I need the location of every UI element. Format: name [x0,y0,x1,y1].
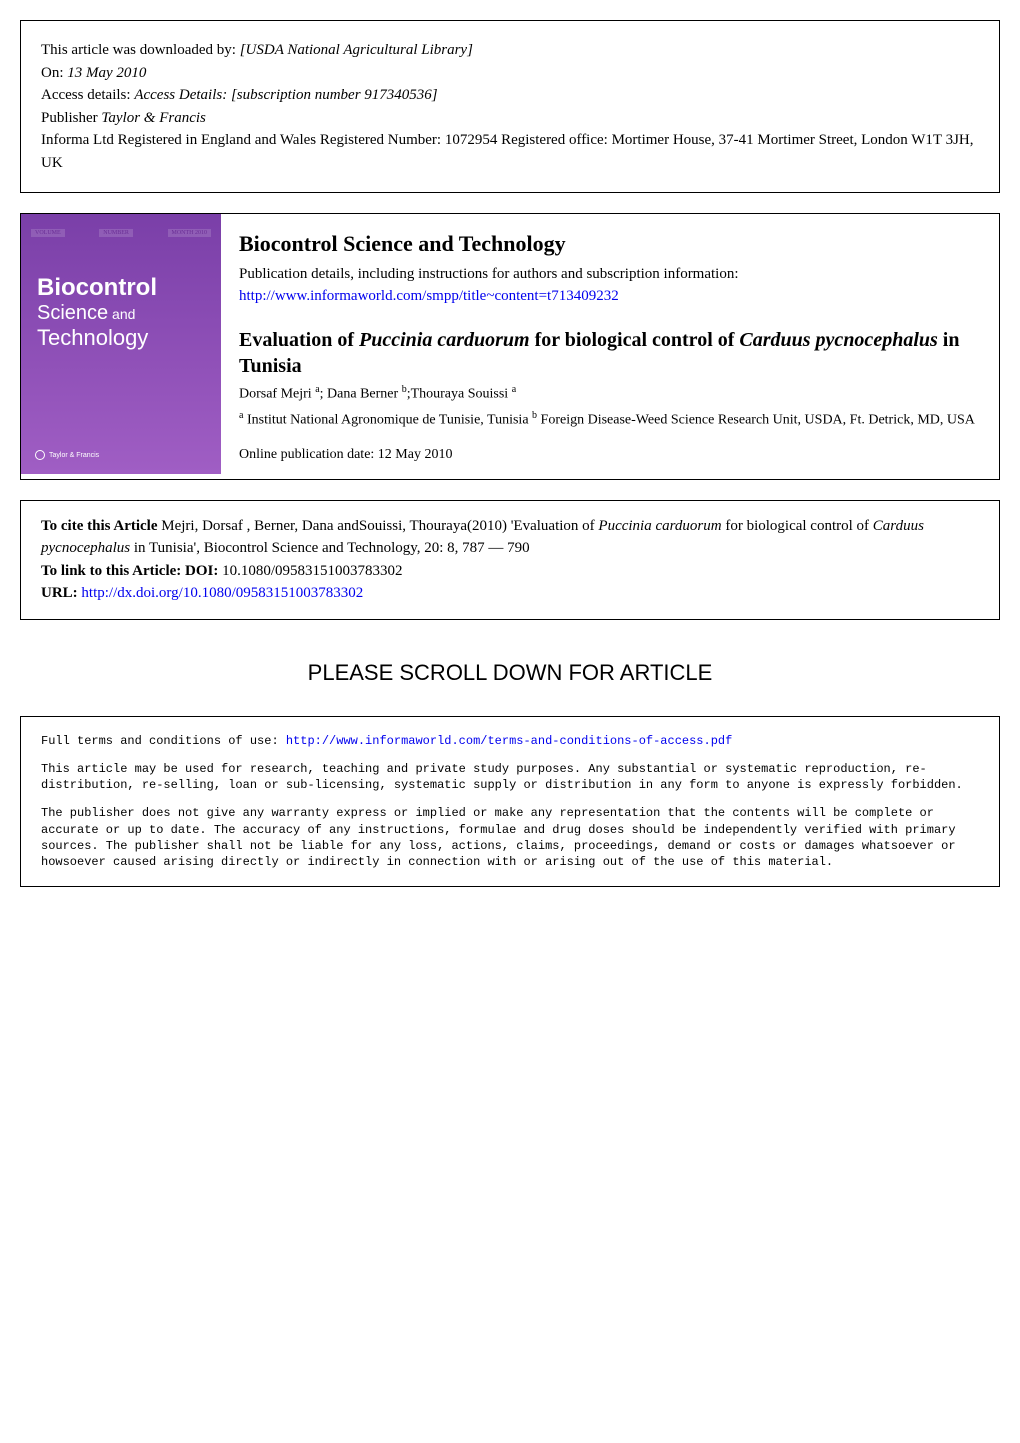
scroll-notice: PLEASE SCROLL DOWN FOR ARTICLE [20,660,1000,686]
access-details-line: Access details: Access Details: [subscri… [41,84,979,107]
url-label: URL: [41,585,78,601]
registered-line: Informa Ltd Registered in England and Wa… [41,129,979,174]
publisher-circle-icon [35,450,45,460]
affiliations: a Institut National Agronomique de Tunis… [239,409,981,430]
terms-line-1: Full terms and conditions of use: http:/… [41,733,979,749]
download-on-line: On: 13 May 2010 [41,62,979,85]
download-by-prefix: This article was downloaded by: [41,42,240,58]
download-by-line: This article was downloaded by: [USDA Na… [41,39,979,62]
author-2: Dana Berner [327,387,402,402]
doi-value: 10.1080/09583151003783302 [218,563,402,579]
cite-species-1: Puccinia carduorum [598,518,721,534]
cite-text-1: Mejri, Dorsaf , Berner, Dana andSouissi,… [158,518,599,534]
terms-para-3: The publisher does not give any warranty… [41,805,979,870]
journal-cover-image: VOLUME NUMBER MONTH 2010 Biocontrol Scie… [21,214,221,474]
author-1: Dorsaf Mejri [239,387,315,402]
download-info: This article was downloaded by: [USDA Na… [41,39,979,174]
doi-url-link[interactable]: http://dx.doi.org/10.1080/09583151003783… [81,585,363,601]
cover-top-date: MONTH 2010 [168,229,212,237]
cite-text-2: for biological control of [722,518,873,534]
article-title-species2: Carduus pycnocephalus [739,329,937,351]
doi-line: To link to this Article: DOI: 10.1080/09… [41,560,979,583]
terms-url-link[interactable]: http://www.informaworld.com/terms-and-co… [286,734,732,748]
access-details-prefix: Access details: [41,87,134,103]
cover-title-line3: Technology [37,325,157,351]
cite-label: To cite this Article [41,518,158,534]
article-authors: Dorsaf Mejri a; Dana Berner b;Thouraya S… [239,383,981,405]
article-title: Evaluation of Puccinia carduorum for bio… [239,327,981,379]
journal-url-link[interactable]: http://www.informaworld.com/smpp/title~c… [239,288,619,304]
publication-date: Online publication date: 12 May 2010 [239,445,981,465]
citation-box: To cite this Article Mejri, Dorsaf , Ber… [20,500,1000,620]
publisher-line: Publisher Taylor & Francis [41,107,979,130]
journal-title: Biocontrol Science and Technology [239,228,981,260]
author-3-affil: a [512,384,516,395]
terms-prefix: Full terms and conditions of use: [41,734,286,748]
cover-title: Biocontrol Science and Technology [37,274,157,351]
download-on-prefix: On: [41,65,67,81]
publisher-prefix: Publisher [41,110,101,126]
download-on-value: 13 May 2010 [67,65,146,81]
cite-line: To cite this Article Mejri, Dorsaf , Ber… [41,515,979,560]
doi-label: To link to this Article: DOI: [41,563,218,579]
cover-publisher-label: Taylor & Francis [49,452,99,459]
publisher-value: Taylor & Francis [101,110,205,126]
affil-a: Institut National Agronomique de Tunisie… [243,413,532,428]
cover-top-number: NUMBER [99,229,133,237]
journal-metadata: Biocontrol Science and Technology Public… [221,214,999,479]
journal-article-box: VOLUME NUMBER MONTH 2010 Biocontrol Scie… [20,213,1000,480]
cite-text-3: in Tunisia', Biocontrol Science and Tech… [130,540,530,556]
download-info-box: This article was downloaded by: [USDA Na… [20,20,1000,193]
cover-top-bar: VOLUME NUMBER MONTH 2010 [31,226,211,240]
cover-top-volume: VOLUME [31,229,65,237]
cover-title-line1: Biocontrol [37,274,157,302]
url-line: URL: http://dx.doi.org/10.1080/095831510… [41,582,979,605]
terms-para-2: This article may be used for research, t… [41,761,979,793]
author-3: Thouraya Souissi [411,387,512,402]
affil-b: Foreign Disease-Weed Science Research Un… [537,413,975,428]
author-sep-1: ; [320,387,327,402]
terms-box: Full terms and conditions of use: http:/… [20,716,1000,887]
article-title-species1: Puccinia carduorum [359,329,530,351]
download-by-value: [USDA National Agricultural Library] [240,42,473,58]
article-title-part2: for biological control of [530,329,740,351]
access-details-value: Access Details: [subscription number 917… [134,87,437,103]
journal-subtitle: Publication details, including instructi… [239,264,981,286]
cover-title-line2: Science and [37,302,157,325]
cover-publisher: Taylor & Francis [35,450,99,460]
article-title-part1: Evaluation of [239,329,359,351]
